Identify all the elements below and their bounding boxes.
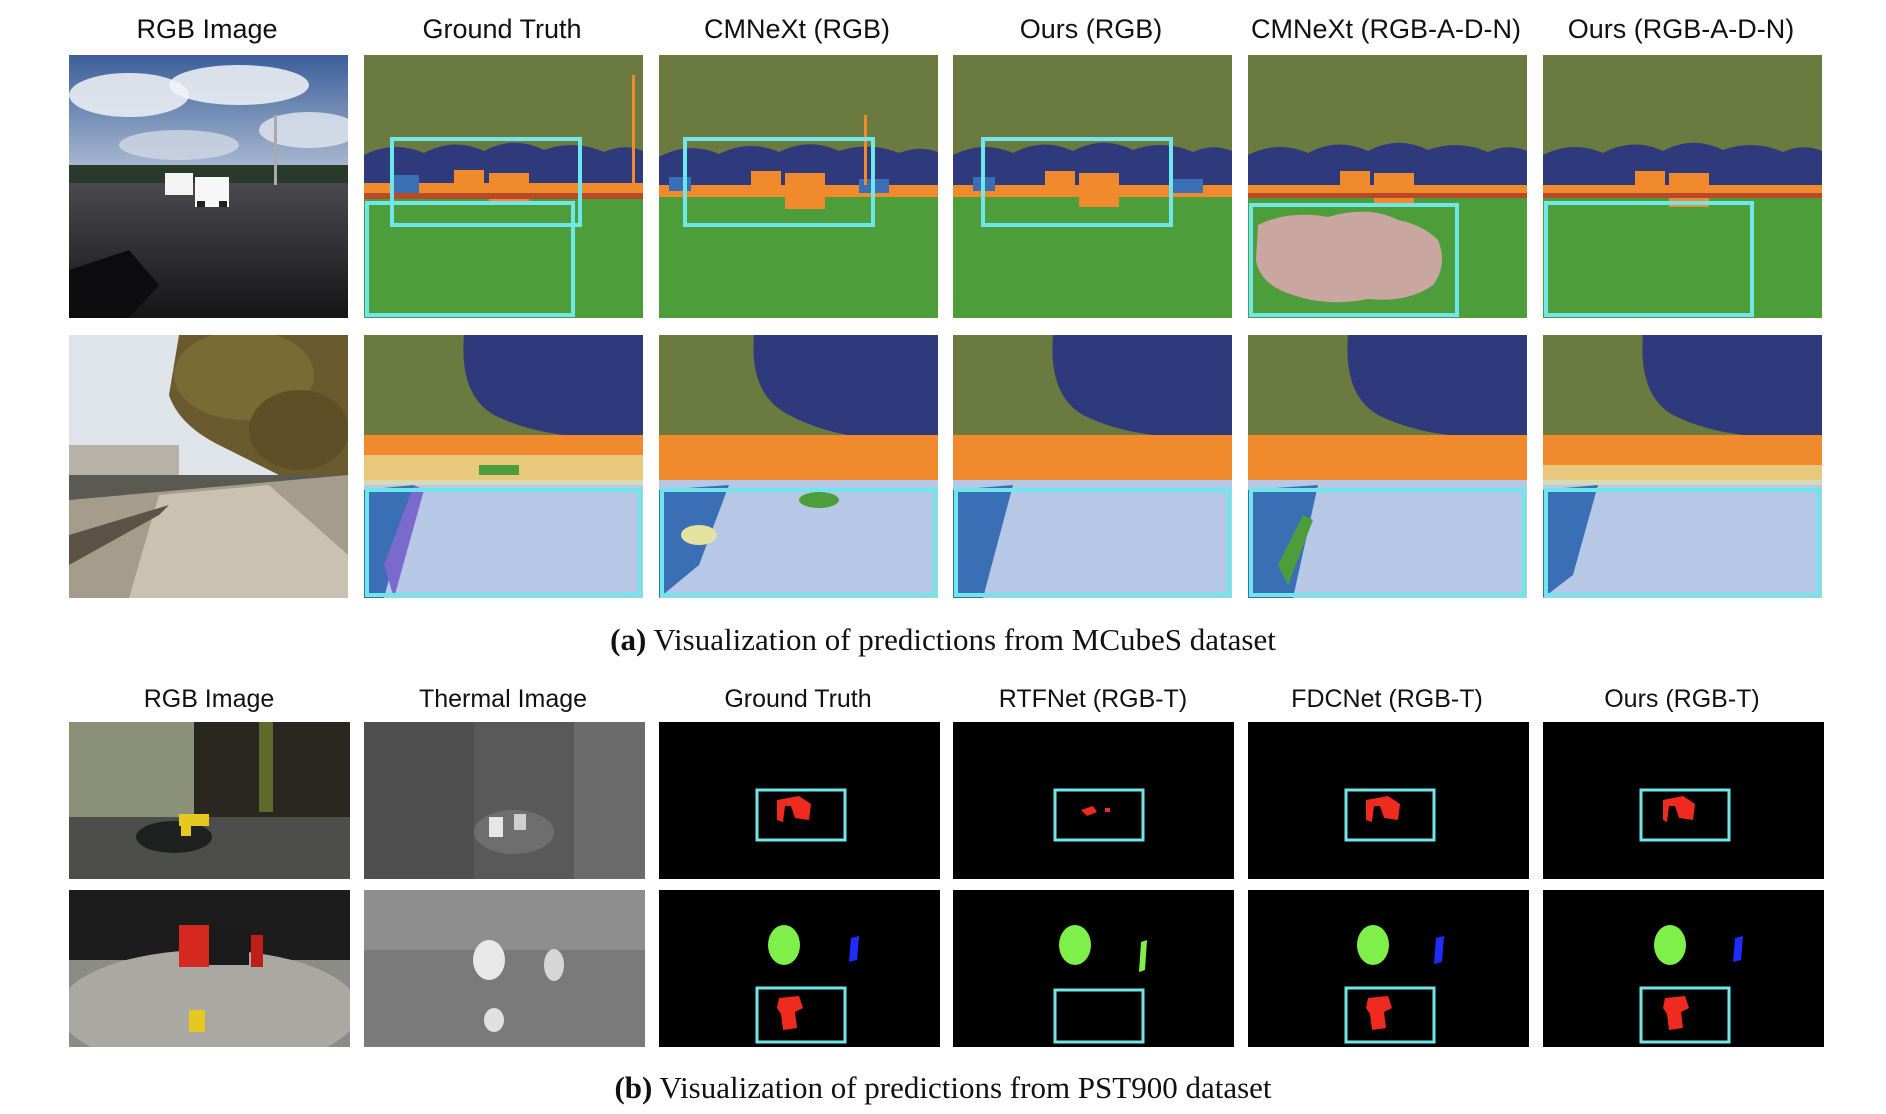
col-label-b-4: RTFNet (RGB-T) (998, 685, 1188, 713)
pst900-rtfnet-2 (953, 890, 1234, 1047)
pst900-gt-1 (659, 722, 940, 879)
mcubes-rgb-photo-1 (69, 55, 348, 318)
mcubes-ours-radn-2 (1543, 335, 1822, 598)
col-label-b-1: RGB Image (143, 685, 275, 713)
pst900-rgb-photo-1 (69, 722, 350, 879)
caption-b-text: Visualization of predictions from PST900… (659, 1070, 1272, 1105)
mcubes-cmnext-radn-1 (1248, 55, 1527, 318)
pst900-gt-2 (659, 890, 940, 1047)
mcubes-ours-rgb-1 (953, 55, 1232, 318)
pst900-rgb-photo-2 (69, 890, 350, 1047)
mcubes-cmnext-rgb-1 (659, 55, 938, 318)
pst900-thermal-1 (364, 722, 645, 879)
pst900-fdcnet-1 (1248, 722, 1529, 879)
col-label-b-6: Ours (RGB-T) (1604, 685, 1760, 713)
col-label-a-5: CMNeXt (RGB-A-D-N) (1251, 14, 1521, 44)
pst900-ours-2 (1543, 890, 1824, 1047)
mcubes-cmnext-rgb-2 (659, 335, 938, 598)
mcubes-rgb-photo-2 (69, 335, 348, 598)
caption-a: (a) Visualization of predictions from MC… (0, 622, 1886, 658)
pst900-ours-1 (1543, 722, 1824, 879)
mcubes-gt-1 (364, 55, 643, 318)
mcubes-ours-radn-1 (1543, 55, 1822, 318)
col-label-a-4: Ours (RGB) (1019, 14, 1163, 44)
col-label-a-1: RGB Image (136, 14, 278, 44)
caption-a-tag: (a) (610, 622, 647, 657)
col-label-a-2: Ground Truth (422, 14, 582, 44)
mcubes-ours-rgb-2 (953, 335, 1232, 598)
caption-a-text: Visualization of predictions from MCubeS… (653, 622, 1276, 657)
col-label-a-3: CMNeXt (RGB) (703, 14, 890, 44)
col-label-b-2: Thermal Image (418, 685, 588, 713)
caption-b: (b) Visualization of predictions from PS… (0, 1070, 1886, 1106)
col-label-b-3: Ground Truth (724, 685, 872, 713)
pst900-thermal-2 (364, 890, 645, 1047)
col-label-a-6: Ours (RGB-A-D-N) (1567, 14, 1795, 44)
mcubes-gt-2 (364, 335, 643, 598)
col-label-b-5: FDCNet (RGB-T) (1291, 685, 1483, 713)
caption-b-tag: (b) (614, 1070, 653, 1105)
pst900-rtfnet-1 (953, 722, 1234, 879)
pst900-fdcnet-2 (1248, 890, 1529, 1047)
mcubes-cmnext-radn-2 (1248, 335, 1527, 598)
